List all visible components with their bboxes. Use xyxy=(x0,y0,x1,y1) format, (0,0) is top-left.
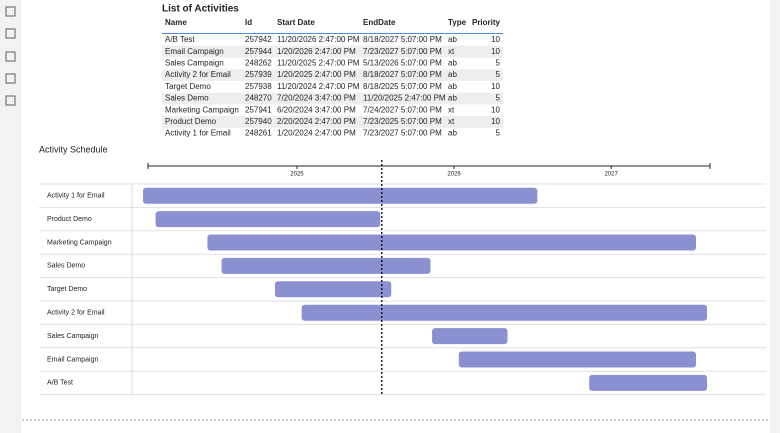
report-icon[interactable] xyxy=(5,6,16,17)
data-icon[interactable] xyxy=(5,28,16,39)
cell: 5 xyxy=(496,59,501,68)
cell: 10 xyxy=(491,105,500,114)
sidebar-icons xyxy=(5,6,16,106)
column-header: Priority xyxy=(472,18,501,27)
cell: 1/20/2024 2:47:00 PM xyxy=(277,129,356,138)
cell: 10 xyxy=(491,35,500,44)
column-header: EndDate xyxy=(363,18,396,27)
cell: 11/20/2025 2:47:00 PM xyxy=(277,59,360,68)
cell: ab xyxy=(448,70,457,79)
bar xyxy=(207,234,697,251)
cell: xt xyxy=(448,105,455,114)
cell: 7/23/2027 5:07:00 PM xyxy=(363,129,442,138)
row-label: Sales Campaign xyxy=(47,333,98,340)
row-label: Activity 1 for Email xyxy=(47,193,105,200)
cell: A/B Test xyxy=(165,35,195,44)
cell: 8/18/2025 5:07:00 PM xyxy=(363,82,442,91)
table-title: List of Activities xyxy=(162,4,239,15)
cell: 11/20/2026 2:47:00 PM xyxy=(277,35,360,44)
sidebar xyxy=(0,0,21,433)
cell: 257941 xyxy=(245,105,272,114)
cell: 10 xyxy=(491,47,500,56)
cell: 248262 xyxy=(245,59,272,68)
x-tick-label: 2025 xyxy=(290,172,304,178)
row-label: A/B Test xyxy=(47,380,73,387)
bar xyxy=(432,328,508,345)
cell: ab xyxy=(448,129,457,138)
row-band xyxy=(162,45,503,58)
cell: 7/24/2027 5:07:00 PM xyxy=(363,105,442,114)
cell: 5 xyxy=(496,70,501,79)
bar xyxy=(274,281,392,298)
bar xyxy=(301,304,707,321)
cell: 257942 xyxy=(245,35,272,44)
cell: 248261 xyxy=(245,129,272,138)
row-label: Activity 2 for Email xyxy=(47,310,105,317)
cell: xt xyxy=(448,47,455,56)
cell: 6/20/2024 3:47:00 PM xyxy=(277,105,356,114)
column-header: Id xyxy=(245,18,252,27)
query-icon[interactable] xyxy=(5,95,16,106)
bar xyxy=(589,374,707,391)
row-label: Sales Demo xyxy=(47,263,85,270)
cell: Activity 2 for Email xyxy=(165,70,231,79)
x-tick-label: 2026 xyxy=(447,172,461,178)
row-band xyxy=(162,92,503,105)
row-label: Product Demo xyxy=(47,216,92,223)
cell: Sales Campaign xyxy=(165,59,224,68)
model-icon[interactable] xyxy=(5,51,16,62)
column-header: Type xyxy=(448,18,467,27)
row-band xyxy=(162,116,503,128)
cell: Email Campaign xyxy=(165,47,224,56)
cell: 257939 xyxy=(245,70,272,79)
row-label: Marketing Campaign xyxy=(47,239,112,246)
cell: 2/20/2024 2:47:00 PM xyxy=(277,117,356,126)
cell: 10 xyxy=(491,117,500,126)
cell: 7/23/2025 5:07:00 PM xyxy=(363,117,442,126)
cell: 8/18/2027 5:07:00 PM xyxy=(363,70,442,79)
cell: 5 xyxy=(496,94,501,103)
cell: Product Demo xyxy=(165,117,217,126)
cell: Activity 1 for Email xyxy=(165,129,231,138)
bar xyxy=(155,211,381,228)
cell: ab xyxy=(448,35,457,44)
bar xyxy=(221,257,431,274)
cell: 8/18/2027 5:07:00 PM xyxy=(363,35,442,44)
row-band xyxy=(162,69,503,81)
row-label: Email Campaign xyxy=(47,356,98,363)
cell: ab xyxy=(448,94,457,103)
bar xyxy=(143,187,538,204)
cell: 257938 xyxy=(245,82,272,91)
cell: 248270 xyxy=(245,94,272,103)
cell: 7/20/2024 3:47:00 PM xyxy=(277,94,356,103)
cell: 11/20/2024 2:47:00 PM xyxy=(277,82,360,91)
dax-icon[interactable] xyxy=(5,73,16,84)
cell: 257944 xyxy=(245,47,272,56)
bar xyxy=(458,351,697,368)
cell: 1/20/2026 2:47:00 PM xyxy=(277,47,356,56)
cell: ab xyxy=(448,59,457,68)
cell: Marketing Campaign xyxy=(165,105,239,114)
cell: 5/13/2026 5:07:00 PM xyxy=(363,59,442,68)
cell: Target Demo xyxy=(165,82,211,91)
cell: 7/23/2027 5:07:00 PM xyxy=(363,47,442,56)
cell: Sales Demo xyxy=(165,94,209,103)
right-pane xyxy=(770,0,780,433)
cell: 11/20/2025 2:47:00 PM xyxy=(363,94,446,103)
column-header: Start Date xyxy=(277,18,315,27)
cell: ab xyxy=(448,82,457,91)
column-header: Name xyxy=(165,18,187,27)
cell: 1/20/2025 2:47:00 PM xyxy=(277,70,356,79)
row-label: Target Demo xyxy=(47,286,87,293)
chart-title: Activity Schedule xyxy=(39,144,108,154)
cell: 10 xyxy=(491,82,500,91)
cell: 5 xyxy=(496,129,501,138)
cell: 257940 xyxy=(245,117,272,126)
x-tick-label: 2027 xyxy=(604,172,618,178)
cell: xt xyxy=(448,117,455,126)
